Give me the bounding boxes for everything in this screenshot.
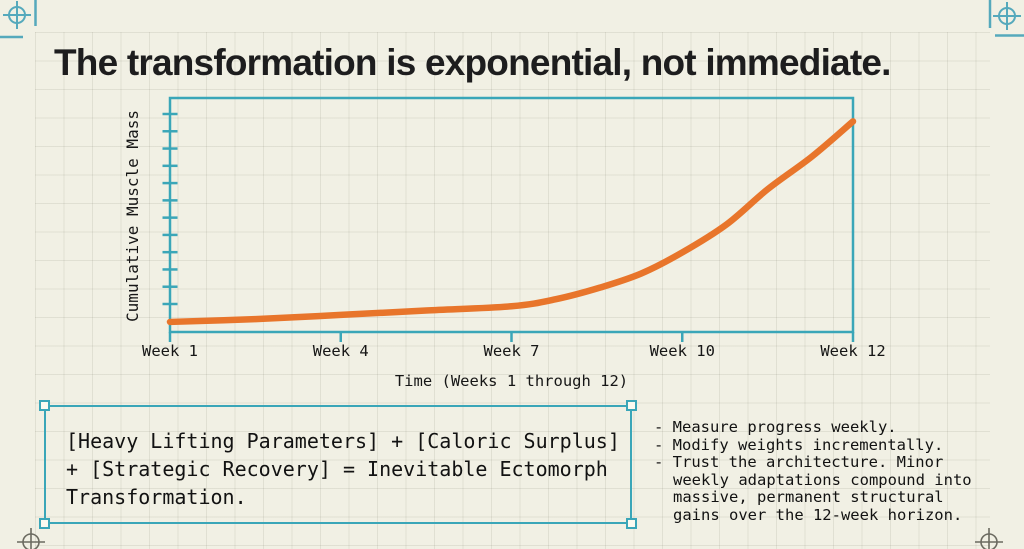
formula-line-1: [Heavy Lifting Parameters] + [Caloric Su…: [66, 429, 620, 453]
graph-paper-grid: [35, 32, 990, 549]
guidelines-list: - Measure progress weekly. - Modify weigh…: [654, 418, 992, 524]
guideline-item: - Measure progress weekly.: [654, 418, 897, 436]
growth-curve: [166, 118, 857, 326]
formula-line-2: + [Strategic Recovery] = Inevitable Ecto…: [66, 457, 608, 481]
registration-mark-top-left: [0, 0, 37, 39]
x-tick-label: Week 10: [650, 342, 715, 360]
x-tick-label: Week 4: [313, 342, 369, 360]
x-tick-label: Week 12: [820, 342, 885, 360]
formula-text-box[interactable]: [Heavy Lifting Parameters] + [Caloric Su…: [39, 400, 637, 529]
x-tick-label: Week 1: [142, 342, 198, 360]
plot-border: [168, 96, 855, 334]
y-axis-label: Cumulative Muscle Mass: [123, 110, 142, 322]
x-axis-label: Time (Weeks 1 through 12): [395, 372, 628, 390]
selection-handle-top-left[interactable]: [39, 400, 50, 411]
registration-mark-bottom-right: [975, 528, 1003, 549]
formula-text: [Heavy Lifting Parameters] + [Caloric Su…: [66, 427, 620, 511]
x-tick-label: Week 7: [484, 342, 540, 360]
page-title: The transformation is exponential, not i…: [54, 42, 891, 83]
selection-handle-top-right[interactable]: [626, 400, 637, 411]
registration-mark-top-right: [988, 0, 1024, 37]
selection-handle-bottom-left[interactable]: [39, 518, 50, 529]
registration-mark-bottom-left: [17, 528, 45, 549]
guideline-item: - Trust the architecture. Minor weekly a…: [654, 453, 972, 524]
guideline-item: - Modify weights incrementally.: [654, 435, 944, 454]
selection-handle-bottom-right[interactable]: [626, 518, 637, 529]
formula-line-3: Transformation.: [66, 485, 247, 509]
